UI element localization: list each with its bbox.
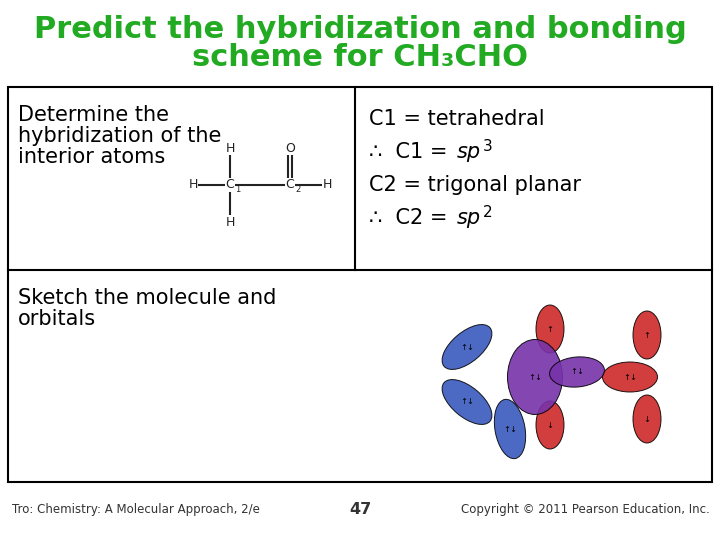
Text: Determine the: Determine the <box>18 105 169 125</box>
Ellipse shape <box>536 401 564 449</box>
Text: ∴  C2 =: ∴ C2 = <box>369 208 454 228</box>
Text: Tro: Chemistry: A Molecular Approach, 2/e: Tro: Chemistry: A Molecular Approach, 2/… <box>12 503 260 516</box>
Text: 3: 3 <box>483 139 492 154</box>
Text: C2 = trigonal planar: C2 = trigonal planar <box>369 175 581 195</box>
Text: C: C <box>286 179 294 192</box>
Text: scheme for CH₃CHO: scheme for CH₃CHO <box>192 43 528 71</box>
Text: Predict the hybridization and bonding: Predict the hybridization and bonding <box>34 16 686 44</box>
Ellipse shape <box>495 400 526 458</box>
Ellipse shape <box>508 340 562 415</box>
Text: sp: sp <box>457 142 481 162</box>
Text: C1 = tetrahedral: C1 = tetrahedral <box>369 109 544 129</box>
Bar <box>8 87 712 482</box>
Ellipse shape <box>633 395 661 443</box>
Text: H: H <box>323 179 332 192</box>
Ellipse shape <box>603 362 657 392</box>
Text: ↑↓: ↑↓ <box>503 424 517 434</box>
Text: interior atoms: interior atoms <box>18 147 166 167</box>
Text: 47: 47 <box>349 503 371 517</box>
Text: 2: 2 <box>295 186 300 194</box>
Ellipse shape <box>633 311 661 359</box>
Text: ↑↓: ↑↓ <box>460 397 474 407</box>
Text: C: C <box>225 179 235 192</box>
Text: ↑↓: ↑↓ <box>623 373 637 381</box>
Text: O: O <box>285 141 295 154</box>
Text: ↓: ↓ <box>546 421 554 429</box>
Text: H: H <box>225 215 235 228</box>
Text: 1: 1 <box>235 186 240 194</box>
Text: sp: sp <box>457 208 481 228</box>
Ellipse shape <box>442 325 492 369</box>
Text: ↑: ↑ <box>546 325 554 334</box>
Text: ↑↓: ↑↓ <box>528 373 542 381</box>
Text: 2: 2 <box>483 205 492 220</box>
Text: ∴  C1 =: ∴ C1 = <box>369 142 454 162</box>
Ellipse shape <box>442 380 492 424</box>
Text: Copyright © 2011 Pearson Education, Inc.: Copyright © 2011 Pearson Education, Inc. <box>462 503 710 516</box>
Text: H: H <box>225 141 235 154</box>
Text: ↑↓: ↑↓ <box>460 342 474 352</box>
Ellipse shape <box>549 357 604 387</box>
Text: ↑↓: ↑↓ <box>570 368 584 376</box>
Text: ↓: ↓ <box>644 415 650 423</box>
Text: orbitals: orbitals <box>18 309 96 329</box>
Text: ↑: ↑ <box>644 330 650 340</box>
Text: H: H <box>189 179 198 192</box>
Ellipse shape <box>536 305 564 353</box>
Text: Sketch the molecule and: Sketch the molecule and <box>18 288 276 308</box>
Text: hybridization of the: hybridization of the <box>18 126 221 146</box>
